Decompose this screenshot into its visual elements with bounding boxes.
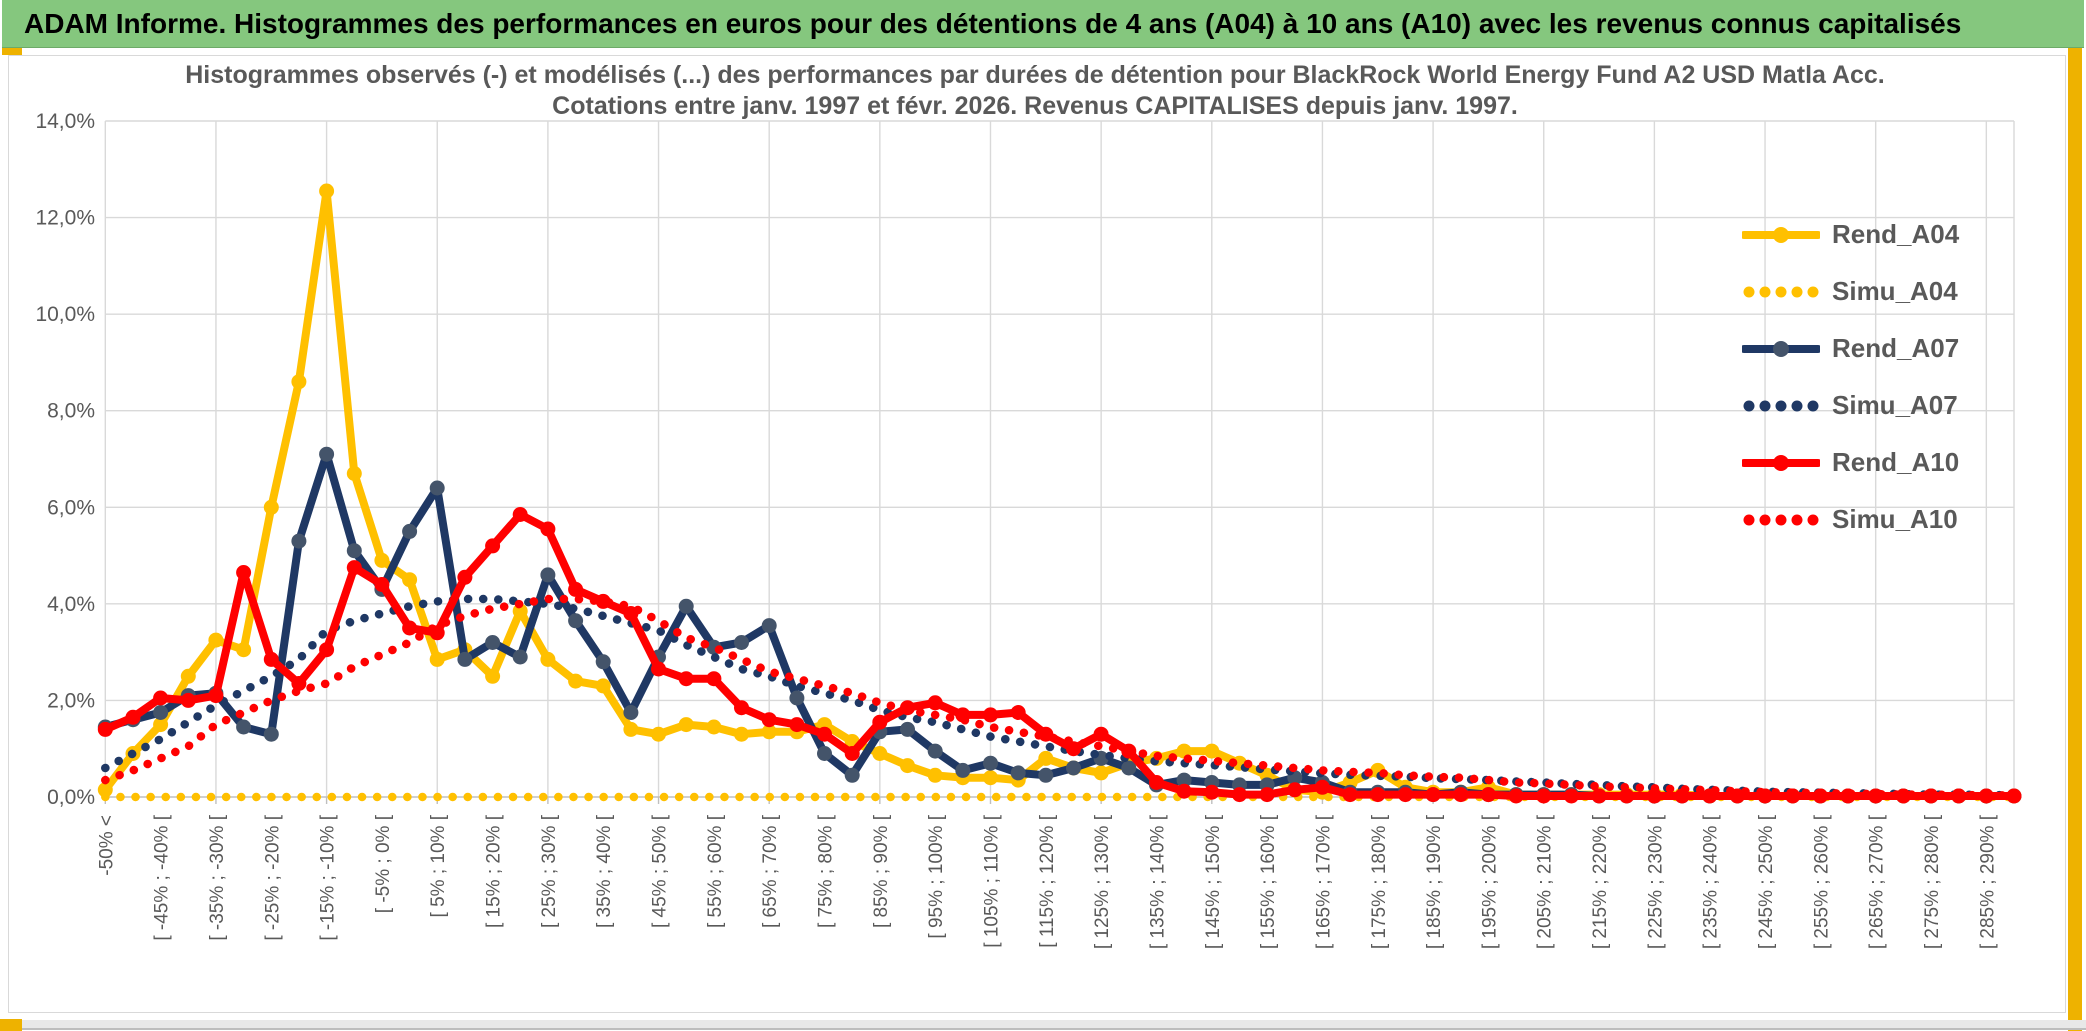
legend-label-Rend_A10: Rend_A10 bbox=[1832, 447, 1960, 477]
series-Rend_A04[interactable] bbox=[97, 183, 2022, 804]
series-line-Simu_A07[interactable] bbox=[101, 594, 2019, 800]
x-tick-label: [ 105% ; 110% [ bbox=[981, 814, 1002, 947]
series-markers-Rend_A04 bbox=[97, 183, 2022, 804]
x-tick-label: [ 45% ; 50% [ bbox=[650, 814, 671, 928]
y-tick-label: 10,0% bbox=[35, 303, 95, 326]
chart-title: Histogrammes observés (-) et modélisés (… bbox=[120, 60, 1950, 122]
gold-accent-right bbox=[2068, 48, 2082, 1031]
legend-marker-Rend_A04 bbox=[1742, 226, 1820, 243]
legend-marker-Simu_A04 bbox=[1743, 286, 1819, 297]
sheet-header-banner: ADAM Informe. Histogrammes des performan… bbox=[2, 0, 2084, 48]
x-tick-label: [ 205% ; 210% [ bbox=[1535, 814, 1556, 949]
x-tick-label: [ 35% ; 40% [ bbox=[594, 814, 615, 928]
x-tick-label: [ 255% ; 260% [ bbox=[1811, 814, 1832, 949]
legend-item-Simu_A10[interactable]: Simu_A10 bbox=[1742, 491, 1959, 548]
gridlines bbox=[104, 120, 2015, 797]
x-tick-label: -50% < bbox=[96, 815, 117, 876]
x-tick-label: [ 125% ; 130% [ bbox=[1092, 814, 1113, 949]
legend-marker-Simu_A10 bbox=[1743, 514, 1819, 525]
sheet-header-title: ADAM Informe. Histogrammes des performan… bbox=[24, 7, 1962, 39]
legend-label-Simu_A04: Simu_A04 bbox=[1832, 276, 1958, 306]
y-tick-label: 4,0% bbox=[47, 593, 95, 616]
x-tick-label: [ 65% ; 70% [ bbox=[760, 814, 781, 928]
legend-item-Simu_A04[interactable]: Simu_A04 bbox=[1742, 263, 1959, 320]
legend-item-Rend_A10[interactable]: Rend_A10 bbox=[1742, 434, 1959, 491]
gold-accent-bottom-left bbox=[0, 1019, 22, 1031]
x-tick-label: [ -5% ; 0% [ bbox=[373, 814, 394, 913]
legend-label-Simu_A10: Simu_A10 bbox=[1832, 504, 1958, 534]
legend-marker-Rend_A07 bbox=[1742, 340, 1820, 357]
y-tick-label: 8,0% bbox=[47, 400, 95, 423]
gold-accent-left bbox=[2, 48, 22, 55]
x-tick-label: [ 225% ; 230% [ bbox=[1645, 814, 1666, 949]
x-tick-label: [ 155% ; 160% [ bbox=[1258, 814, 1279, 949]
x-tick-label: [ 75% ; 80% [ bbox=[816, 814, 837, 928]
series-line-Rend_A10[interactable] bbox=[103, 510, 2014, 800]
x-tick-label: [ 165% ; 170% [ bbox=[1313, 814, 1334, 949]
legend-label-Rend_A07: Rend_A07 bbox=[1832, 333, 1960, 363]
legend-label-Rend_A04: Rend_A04 bbox=[1832, 219, 1960, 249]
series-line-Rend_A04[interactable] bbox=[102, 187, 2014, 800]
x-tick-label: [ 235% ; 240% [ bbox=[1701, 814, 1722, 949]
legend-marker-Rend_A10 bbox=[1742, 454, 1820, 471]
series-markers-Rend_A07 bbox=[97, 446, 2022, 804]
x-tick-label: [ 285% ; 290% [ bbox=[1977, 814, 1998, 949]
sheet-row-divider bbox=[22, 1020, 2086, 1030]
legend-item-Rend_A07[interactable]: Rend_A07 bbox=[1742, 320, 1959, 377]
x-tick-label: [ 245% ; 250% [ bbox=[1756, 814, 1777, 949]
x-tick-label: [ 195% ; 200% [ bbox=[1479, 814, 1500, 949]
x-tick-label: [ 135% ; 140% [ bbox=[1147, 814, 1168, 949]
y-axis-labels: 0,0% 2,0% 4,0% 6,0% 8,0% 10,0% 12,0% 14,0% bbox=[35, 110, 95, 809]
chart-title-line1: Histogrammes observés (-) et modélisés (… bbox=[185, 61, 1885, 89]
x-tick-label: [ 145% ; 150% [ bbox=[1203, 814, 1224, 949]
x-tick-label: [ -35% ; -30% [ bbox=[207, 814, 228, 940]
chart-title-line2: Cotations entre janv. 1997 et févr. 2026… bbox=[552, 92, 1518, 120]
x-tick-label: [ 5% ; 10% [ bbox=[428, 814, 449, 917]
x-axis-labels: -50% < [ -45% ; -40% [ [ -35% ; -30% [ [ -2… bbox=[96, 814, 1998, 949]
legend-marker-Simu_A07 bbox=[1743, 400, 1819, 411]
x-tick-label: [ -45% ; -40% [ bbox=[152, 814, 173, 940]
x-tick-label: [ 115% ; 120% [ bbox=[1037, 814, 1058, 947]
x-tick-label: [ 55% ; 60% [ bbox=[705, 814, 726, 928]
x-tick-label: [ 15% ; 20% [ bbox=[484, 814, 505, 928]
x-tick-label: [ 265% ; 270% [ bbox=[1867, 814, 1888, 949]
x-tick-label: [ 85% ; 90% [ bbox=[871, 814, 892, 928]
series-Rend_A07[interactable] bbox=[97, 446, 2022, 804]
x-tick-label: [ -25% ; -20% [ bbox=[262, 814, 283, 940]
y-tick-label: 14,0% bbox=[35, 110, 95, 133]
y-tick-label: 2,0% bbox=[47, 689, 95, 712]
y-tick-label: 12,0% bbox=[35, 207, 95, 230]
x-tick-label: [ -15% ; -10% [ bbox=[318, 814, 339, 940]
chart-legend: Rend_A04 Simu_A04 Rend_A07 Simu_A07 Rend_A10… bbox=[1742, 206, 1959, 548]
x-tick-label: [ 95% ; 100% [ bbox=[926, 814, 947, 938]
legend-label-Simu_A07: Simu_A07 bbox=[1832, 390, 1958, 420]
y-tick-label: 6,0% bbox=[47, 496, 95, 519]
y-tick-label: 0,0% bbox=[47, 786, 95, 809]
x-tick-label: [ 175% ; 180% [ bbox=[1369, 814, 1390, 949]
x-tick-label: [ 275% ; 280% [ bbox=[1922, 814, 1943, 949]
legend-item-Simu_A07[interactable]: Simu_A07 bbox=[1742, 377, 1959, 434]
series-Simu_A07[interactable] bbox=[101, 594, 2019, 800]
x-tick-label: [ 215% ; 220% [ bbox=[1590, 814, 1611, 949]
x-tick-label: [ 25% ; 30% [ bbox=[539, 814, 560, 928]
x-tick-label: [ 185% ; 190% [ bbox=[1424, 814, 1445, 949]
legend-item-Rend_A04[interactable]: Rend_A04 bbox=[1742, 206, 1959, 263]
